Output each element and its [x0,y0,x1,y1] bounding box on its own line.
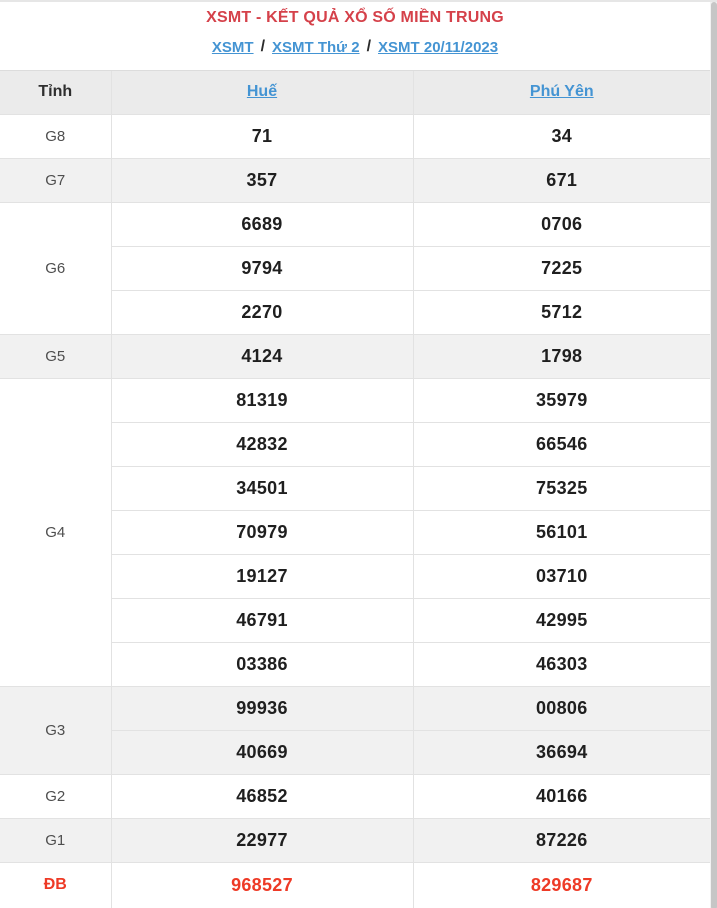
results-table-wrap: Tỉnh Huế Phú Yên G8 71 34 G7 357 671 G6 6689 070… [0,70,711,908]
breadcrumb-link-xsmt[interactable]: XSMT [211,38,254,56]
result-number-g8-col0: 71 [110,113,414,159]
prize-label-g6: G6 [0,201,112,335]
result-number-g4-col0: 46791 [110,597,414,643]
table-row-g3: 40669 36694 [0,729,711,775]
table-row-g4: 03386 46303 [0,641,711,687]
page-title: XSMT - KẾT QUẢ XỔ SỐ MIỀN TRUNG [206,9,504,26]
result-number-g5-col1: 1798 [412,333,711,379]
result-number-db-col1: 829687 [412,861,711,908]
result-number-g4-col0: 70979 [110,509,414,555]
province-link-hue[interactable]: Huế [246,83,278,101]
table-row-g5: G5 4124 1798 [0,333,711,379]
prize-label-g8: G8 [0,113,112,159]
result-number-g4-col1: 03710 [412,553,711,599]
result-number-g3-col1: 00806 [412,685,711,731]
prize-label-g4: G4 [0,377,112,687]
result-number-g6-col1: 5712 [412,289,711,335]
page-header: XSMT - KẾT QUẢ XỔ SỐ MIỀN TRUNG XSMT / X… [0,2,710,70]
result-number-g4-col0: 42832 [110,421,414,467]
province-column-header: Tỉnh [0,70,112,115]
result-number-g6-col0: 6689 [110,201,414,247]
result-number-g4-col0: 19127 [110,553,414,599]
result-number-g7-col0: 357 [110,157,414,203]
table-row-g1: G1 22977 87226 [0,817,711,863]
table-row-g6: 2270 5712 [0,289,711,335]
result-number-g4-col0: 03386 [110,641,414,687]
table-header-row: Tỉnh Huế Phú Yên [0,70,711,115]
table-row-g8: G8 71 34 [0,113,711,159]
prize-label-db: ĐB [0,861,112,908]
breadcrumb-link-xsmt-weekday[interactable]: XSMT Thứ 2 [272,38,360,56]
breadcrumb-separator: / [260,38,266,55]
prize-label-g2: G2 [0,773,112,819]
result-number-g4-col1: 75325 [412,465,711,511]
scrollbar-track[interactable] [710,2,717,908]
result-number-g4-col0: 81319 [110,377,414,423]
column-header-hue: Huế [110,70,414,115]
table-row-g4: 19127 03710 [0,553,711,599]
prize-label-g3: G3 [0,685,112,775]
table-row-g6: 9794 7225 [0,245,711,291]
result-number-g4-col1: 66546 [412,421,711,467]
result-number-g1-col1: 87226 [412,817,711,863]
prize-label-g1: G1 [0,817,112,863]
breadcrumb: XSMT / XSMT Thứ 2 / XSMT 20/11/2023 [212,38,498,56]
table-row-g4: 34501 75325 [0,465,711,511]
results-tbody: G8 71 34 G7 357 671 G6 6689 0706 9794 7225 2270 5712… [0,113,711,908]
table-row-g3: G3 99936 00806 [0,685,711,775]
breadcrumb-separator: / [366,38,372,55]
result-number-g4-col1: 46303 [412,641,711,687]
table-row-g6: G6 6689 0706 [0,201,711,335]
result-number-g6-col1: 0706 [412,201,711,247]
result-number-g3-col0: 40669 [110,729,414,775]
province-link-phu-yen[interactable]: Phú Yên [529,83,594,101]
scrollbar-thumb[interactable] [711,2,717,908]
result-number-g1-col0: 22977 [110,817,414,863]
result-number-g3-col0: 99936 [110,685,414,731]
result-number-g8-col1: 34 [412,113,711,159]
result-number-db-col0: 968527 [110,861,414,908]
result-number-g4-col1: 42995 [412,597,711,643]
table-row-g4: 42832 66546 [0,421,711,467]
result-number-g5-col0: 4124 [110,333,414,379]
column-header-phu-yen: Phú Yên [412,70,711,115]
table-row-g4: 46791 42995 [0,597,711,643]
table-row-db: ĐB 968527 829687 [0,861,711,908]
result-number-g2-col0: 46852 [110,773,414,819]
result-number-g6-col0: 2270 [110,289,414,335]
prize-label-g7: G7 [0,157,112,203]
result-number-g3-col1: 36694 [412,729,711,775]
table-row-g4: 70979 56101 [0,509,711,555]
result-number-g4-col0: 34501 [110,465,414,511]
result-number-g7-col1: 671 [412,157,711,203]
table-row-g2: G2 46852 40166 [0,773,711,819]
table-row-g7: G7 357 671 [0,157,711,203]
results-table: Tỉnh Huế Phú Yên G8 71 34 G7 357 671 G6 6689 070… [0,70,711,908]
prize-label-g5: G5 [0,333,112,379]
result-number-g4-col1: 35979 [412,377,711,423]
result-number-g6-col1: 7225 [412,245,711,291]
breadcrumb-link-xsmt-date[interactable]: XSMT 20/11/2023 [378,38,499,56]
result-number-g4-col1: 56101 [412,509,711,555]
result-number-g2-col1: 40166 [412,773,711,819]
table-row-g4: G4 81319 35979 [0,377,711,687]
result-number-g6-col0: 9794 [110,245,414,291]
